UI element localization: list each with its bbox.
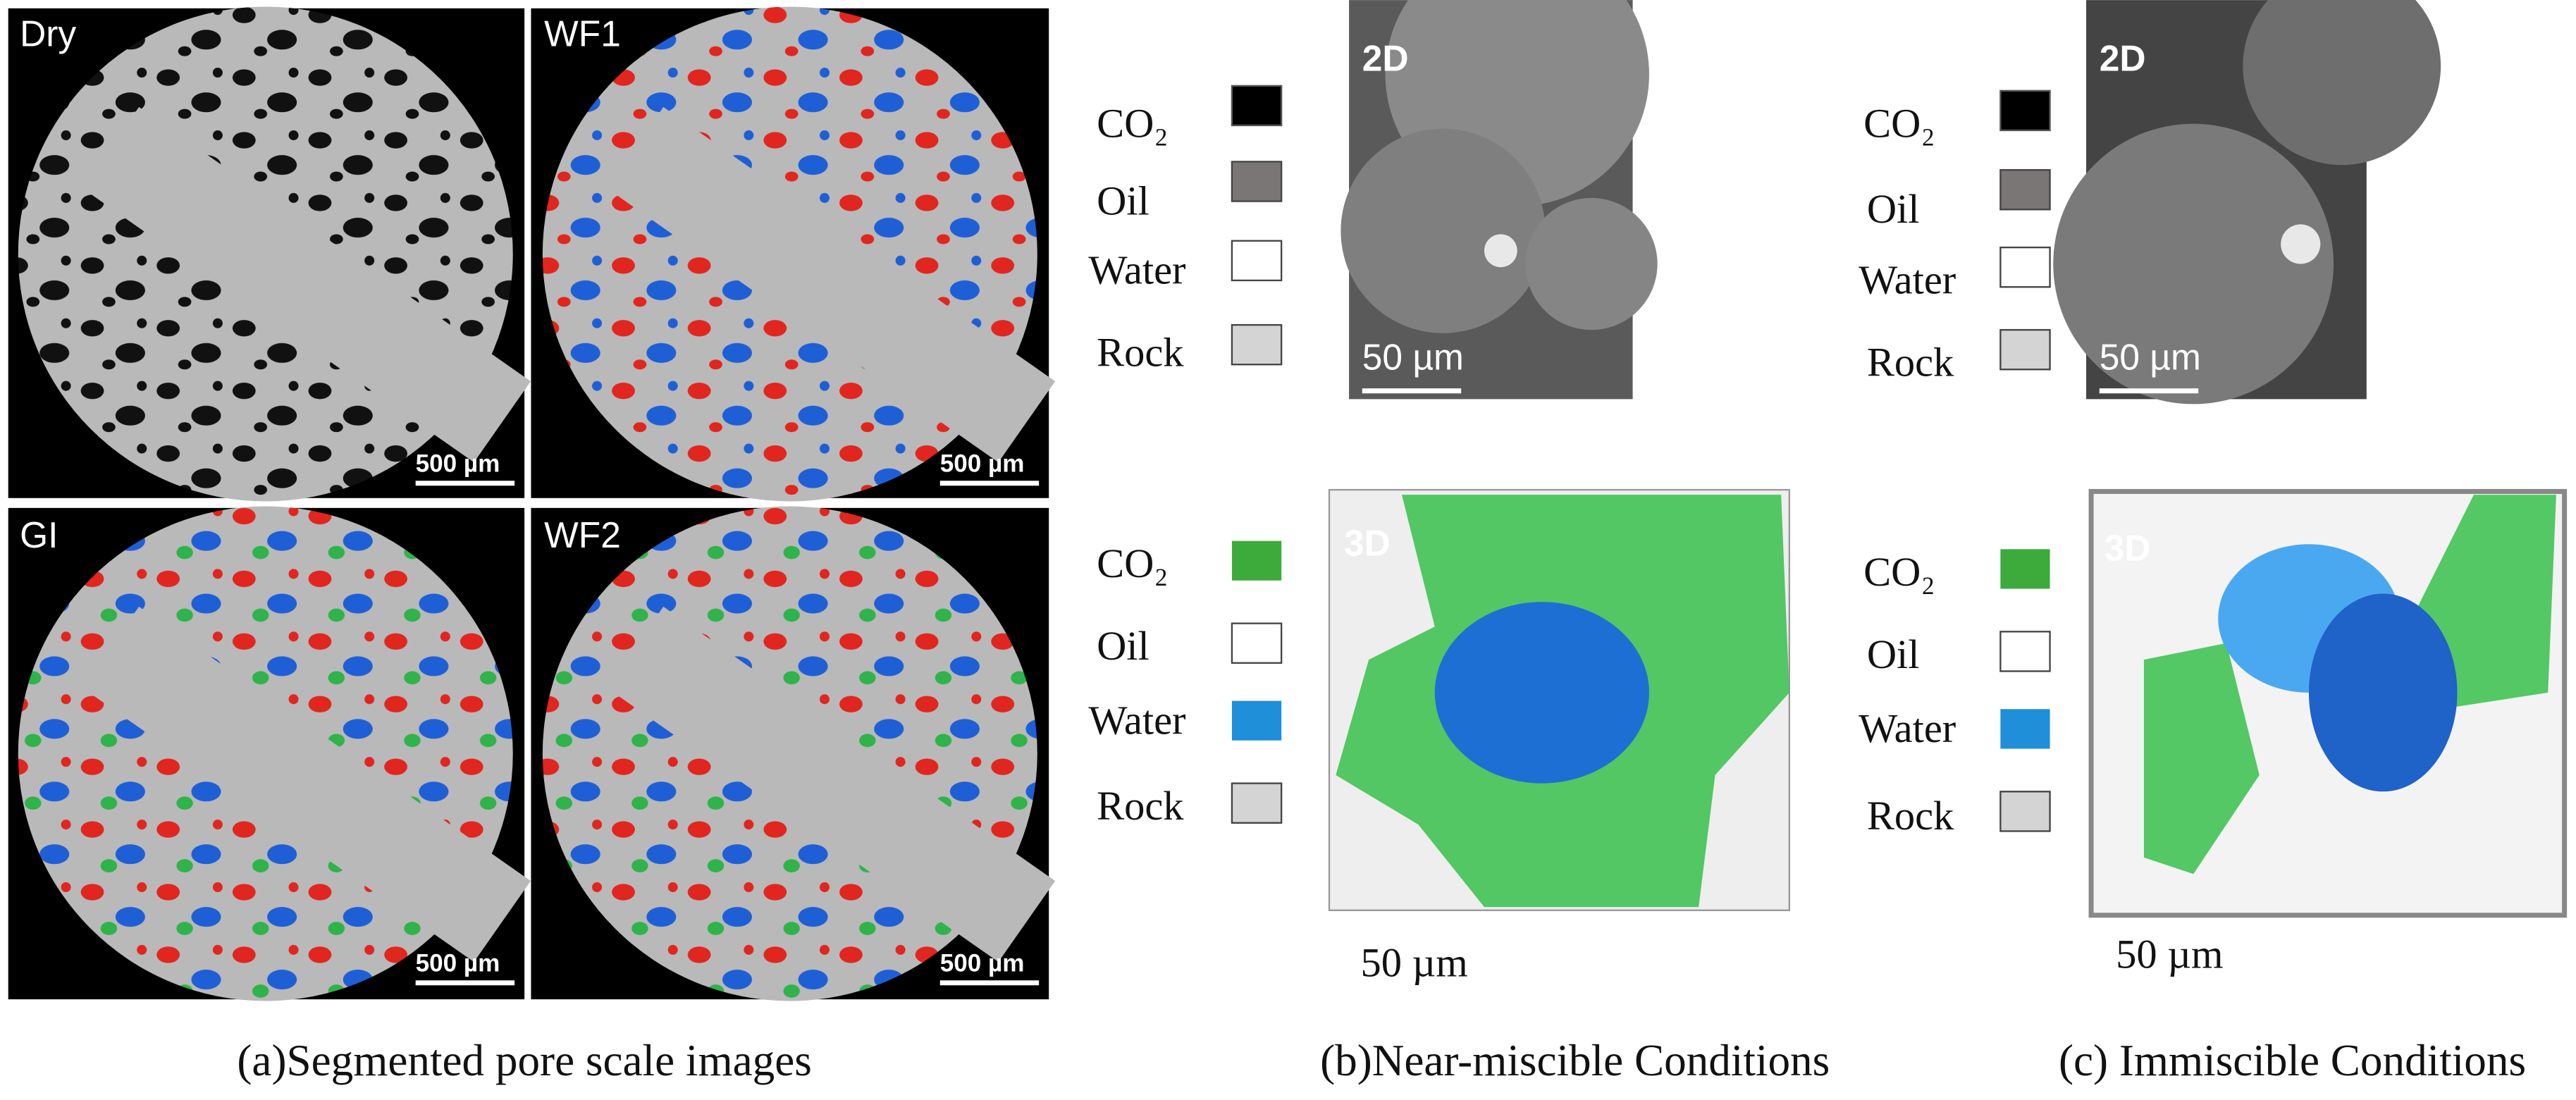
scale-label: 50 µm [1362, 336, 1464, 377]
legend-label: Water [1859, 705, 1956, 751]
legend-label: Rock [1867, 340, 1954, 385]
legend-label: CO₂ [1097, 100, 1169, 146]
image-label: WF2 [544, 514, 621, 555]
image-2d: 2D 50 µm [1341, 0, 1658, 400]
legend-label: CO₂ [1863, 100, 1935, 146]
legend-3d: CO₂ Oil Water Rock [1859, 549, 2051, 839]
legend-label: CO₂ [1863, 549, 1935, 595]
image-label: GI [20, 514, 58, 555]
caption: (c) Immiscible Conditions [2059, 1036, 2526, 1085]
legend-3d: CO₂ Oil Water Rock [1088, 540, 1283, 829]
legend-2d: CO₂ Oil Water Rock [1859, 89, 2051, 385]
image-wf1: WF1 500 µm [531, 6, 1056, 502]
image-gi: GI 500 µm [8, 506, 531, 1001]
image-label: 3D [1344, 523, 1391, 564]
image-label: 3D [2104, 528, 2151, 569]
legend-label: Water [1088, 697, 1185, 743]
legend-label: Oil [1867, 186, 1920, 232]
scale-label: 500 µm [940, 450, 1025, 477]
scale-label: 50 µm [1360, 939, 1467, 985]
scale-label: 500 µm [416, 450, 500, 477]
image-wf2: WF2 500 µm [531, 506, 1056, 1001]
scale-label: 50 µm [2116, 932, 2223, 977]
legend-label: Oil [1867, 631, 1920, 677]
scale-label: 50 µm [2100, 336, 2201, 377]
legend-label: Oil [1097, 623, 1150, 669]
scale-label: 500 µm [416, 949, 500, 977]
legend-label: Rock [1867, 793, 1954, 839]
legend-label: Water [1088, 247, 1185, 293]
image-3d: 3D [2088, 488, 2568, 918]
legend-2d: CO₂ Oil Water Rock [1088, 85, 1283, 376]
image-label: 2D [2100, 38, 2146, 79]
legend-label: Water [1859, 257, 1956, 303]
scale-label: 500 µm [940, 949, 1025, 977]
image-2d: 2D 50 µm [2053, 0, 2441, 404]
legend-label: CO₂ [1097, 540, 1169, 586]
image-label: 2D [1362, 38, 1409, 79]
image-dry: Dry 500 µm [8, 6, 531, 502]
caption: (a)Segmented pore scale images [237, 1036, 811, 1085]
caption: (b)Near-miscible Conditions [1320, 1036, 1830, 1085]
legend-label: Rock [1097, 330, 1184, 376]
image-3d: 3D [1328, 488, 1791, 911]
legend-label: Rock [1097, 783, 1184, 829]
legend-label: Oil [1097, 178, 1150, 223]
image-label: WF1 [544, 13, 621, 54]
image-label: Dry [20, 13, 76, 54]
